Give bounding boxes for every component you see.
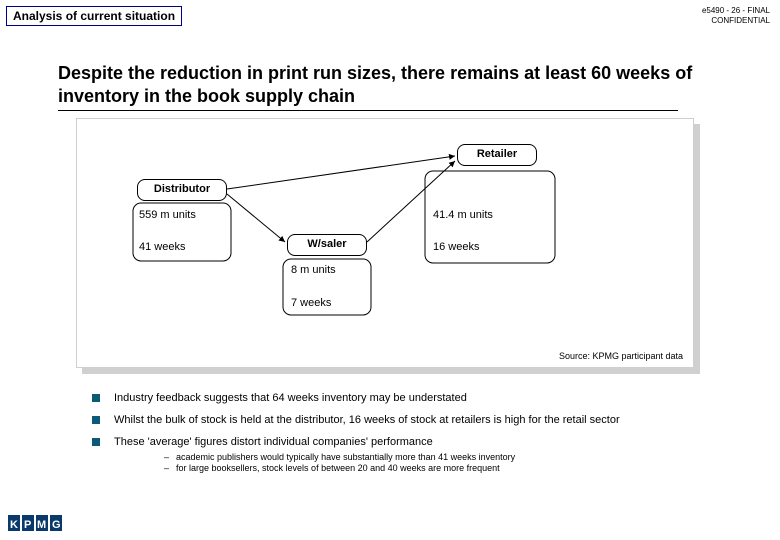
svg-text:K: K (10, 519, 18, 531)
sub-bullet-text-a: academic publishers would typically have… (176, 452, 515, 462)
dash-icon: – (164, 452, 176, 462)
sub-bullet-item: – academic publishers would typically ha… (164, 452, 732, 462)
distributor-weeks: 41 weeks (139, 241, 185, 253)
diagram-container: Distributor 559 m units 41 weeks W/saler… (76, 118, 694, 368)
source-note: Source: KPMG participant data (559, 351, 683, 361)
bullet-square-icon (92, 394, 100, 402)
retailer-units: 41.4 m units (433, 209, 493, 221)
retailer-weeks: 16 weeks (433, 241, 479, 253)
sub-bullet-text-b: for large booksellers, stock levels of b… (176, 463, 500, 473)
sub-bullet-list: – academic publishers would typically ha… (164, 452, 732, 473)
distributor-label: Distributor (154, 183, 210, 195)
page-title: Despite the reduction in print run sizes… (58, 62, 698, 107)
svg-text:M: M (37, 519, 46, 531)
wholesaler-label: W/saler (307, 238, 346, 250)
wholesaler-node: W/saler (287, 234, 367, 256)
retailer-label: Retailer (477, 148, 517, 160)
sub-bullet-item: – for large booksellers, stock levels of… (164, 463, 732, 473)
bullet-text-1: Industry feedback suggests that 64 weeks… (114, 392, 467, 404)
wholesaler-units: 8 m units (291, 264, 336, 276)
bullet-list: Industry feedback suggests that 64 weeks… (92, 392, 732, 476)
distributor-node: Distributor (137, 179, 227, 201)
doc-id-line2: CONFIDENTIAL (702, 16, 770, 26)
section-header: Analysis of current situation (6, 6, 182, 26)
bullet-item: Whilst the bulk of stock is held at the … (92, 414, 732, 426)
svg-text:P: P (24, 519, 31, 531)
dash-icon: – (164, 463, 176, 473)
diagram-panel: Distributor 559 m units 41 weeks W/saler… (76, 118, 694, 368)
kpmg-logo: K P M G (8, 512, 72, 534)
bullet-square-icon (92, 438, 100, 446)
bullet-text-3: These 'average' figures distort individu… (114, 436, 732, 448)
doc-id-line1: e5490 - 26 - FINAL (702, 6, 770, 16)
document-id: e5490 - 26 - FINAL CONFIDENTIAL (702, 6, 770, 25)
wholesaler-weeks: 7 weeks (291, 297, 331, 309)
title-underline (58, 110, 678, 111)
retailer-node: Retailer (457, 144, 537, 166)
svg-text:G: G (52, 519, 61, 531)
bullet-square-icon (92, 416, 100, 424)
bullet-item: Industry feedback suggests that 64 weeks… (92, 392, 732, 404)
distributor-units: 559 m units (139, 209, 196, 221)
bullet-item: These 'average' figures distort individu… (92, 436, 732, 474)
bullet-text-2: Whilst the bulk of stock is held at the … (114, 414, 620, 426)
